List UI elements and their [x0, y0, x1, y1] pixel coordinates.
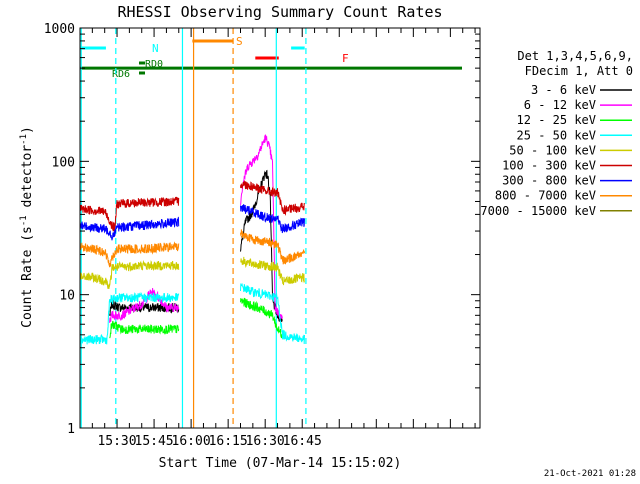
- y-axis-label: Count Rate (s-1 detector-1): [19, 126, 35, 328]
- series-line-2-seg1: [109, 320, 180, 339]
- vertical-marker-layer: [80, 28, 307, 428]
- y-tick-label-1: 1: [67, 422, 75, 437]
- y-tick-label-1000: 1000: [44, 22, 75, 37]
- x-axis-label: Start Time (07-Mar-14 15:15:02): [159, 456, 402, 471]
- f-label: F: [342, 52, 349, 65]
- timestamp: 21-Oct-2021 01:28: [544, 469, 636, 479]
- y-axis-label-close: ): [20, 126, 35, 134]
- y-tick-label-10: 10: [59, 289, 75, 304]
- x-tick-label-1615: 16:15: [209, 434, 248, 449]
- legend-label-7: 800 - 7000 keV: [495, 189, 596, 203]
- rd0-label: RD0: [145, 59, 163, 70]
- series-line-5-seg2: [240, 180, 305, 217]
- series-layer: [79, 134, 305, 345]
- legend: Det 1,3,4,5,6,9, FDecim 1, Att 0 3 - 6 k…: [480, 49, 633, 218]
- legend-header-line-2: FDecim 1, Att 0: [525, 64, 633, 78]
- series-line-5-seg1: [79, 196, 180, 232]
- legend-label-3: 25 - 50 keV: [517, 128, 596, 142]
- annotation-layer: N S F RD0 RD6: [80, 35, 462, 80]
- series-line-6-seg1: [79, 216, 180, 241]
- series-line-2-seg2: [240, 297, 283, 339]
- plot-frame: [79, 27, 481, 429]
- legend-label-1: 6 - 12 keV: [524, 98, 596, 112]
- y-axis-label-sup1: -1: [19, 215, 29, 226]
- legend-label-2: 12 - 25 keV: [517, 113, 596, 127]
- series-line-6-seg2: [240, 204, 305, 234]
- series-line-7-seg1: [79, 241, 180, 268]
- n-label: N: [152, 42, 159, 55]
- series-line-3-seg1: [79, 292, 180, 345]
- y-tick-label-100: 100: [52, 155, 75, 170]
- series-line-3-seg2: [240, 282, 305, 345]
- x-tick-label-1630: 16:30: [246, 434, 285, 449]
- y-axis-label-mid: detector: [20, 145, 35, 216]
- legend-label-0: 3 - 6 keV: [531, 83, 596, 97]
- chart-title: RHESSI Observing Summary Count Rates: [117, 3, 442, 21]
- legend-label-4: 50 - 100 keV: [509, 143, 596, 157]
- x-tick-label-1545: 15:45: [135, 434, 174, 449]
- series-line-4-seg2: [240, 256, 305, 286]
- series-line-4-seg1: [79, 259, 180, 289]
- legend-label-6: 300 - 800 keV: [502, 174, 596, 188]
- legend-label-8: 7000 - 15000 keV: [480, 204, 596, 218]
- x-tick-label-1530: 15:30: [97, 434, 136, 449]
- y-axis-label-main: Count Rate (s: [20, 226, 35, 328]
- y-axis-label-sup2: -1: [19, 134, 29, 145]
- x-tick-label-1600: 16:00: [172, 434, 211, 449]
- legend-header-line-1: Det 1,3,4,5,6,9,: [517, 49, 633, 63]
- series-line-7-seg2: [240, 229, 305, 265]
- x-tick-label-1645: 16:45: [283, 434, 322, 449]
- rd6-label: RD6: [112, 69, 130, 80]
- legend-label-5: 100 - 300 keV: [502, 159, 596, 173]
- s-label: S: [236, 35, 243, 48]
- series-line-1-seg2: [240, 134, 283, 320]
